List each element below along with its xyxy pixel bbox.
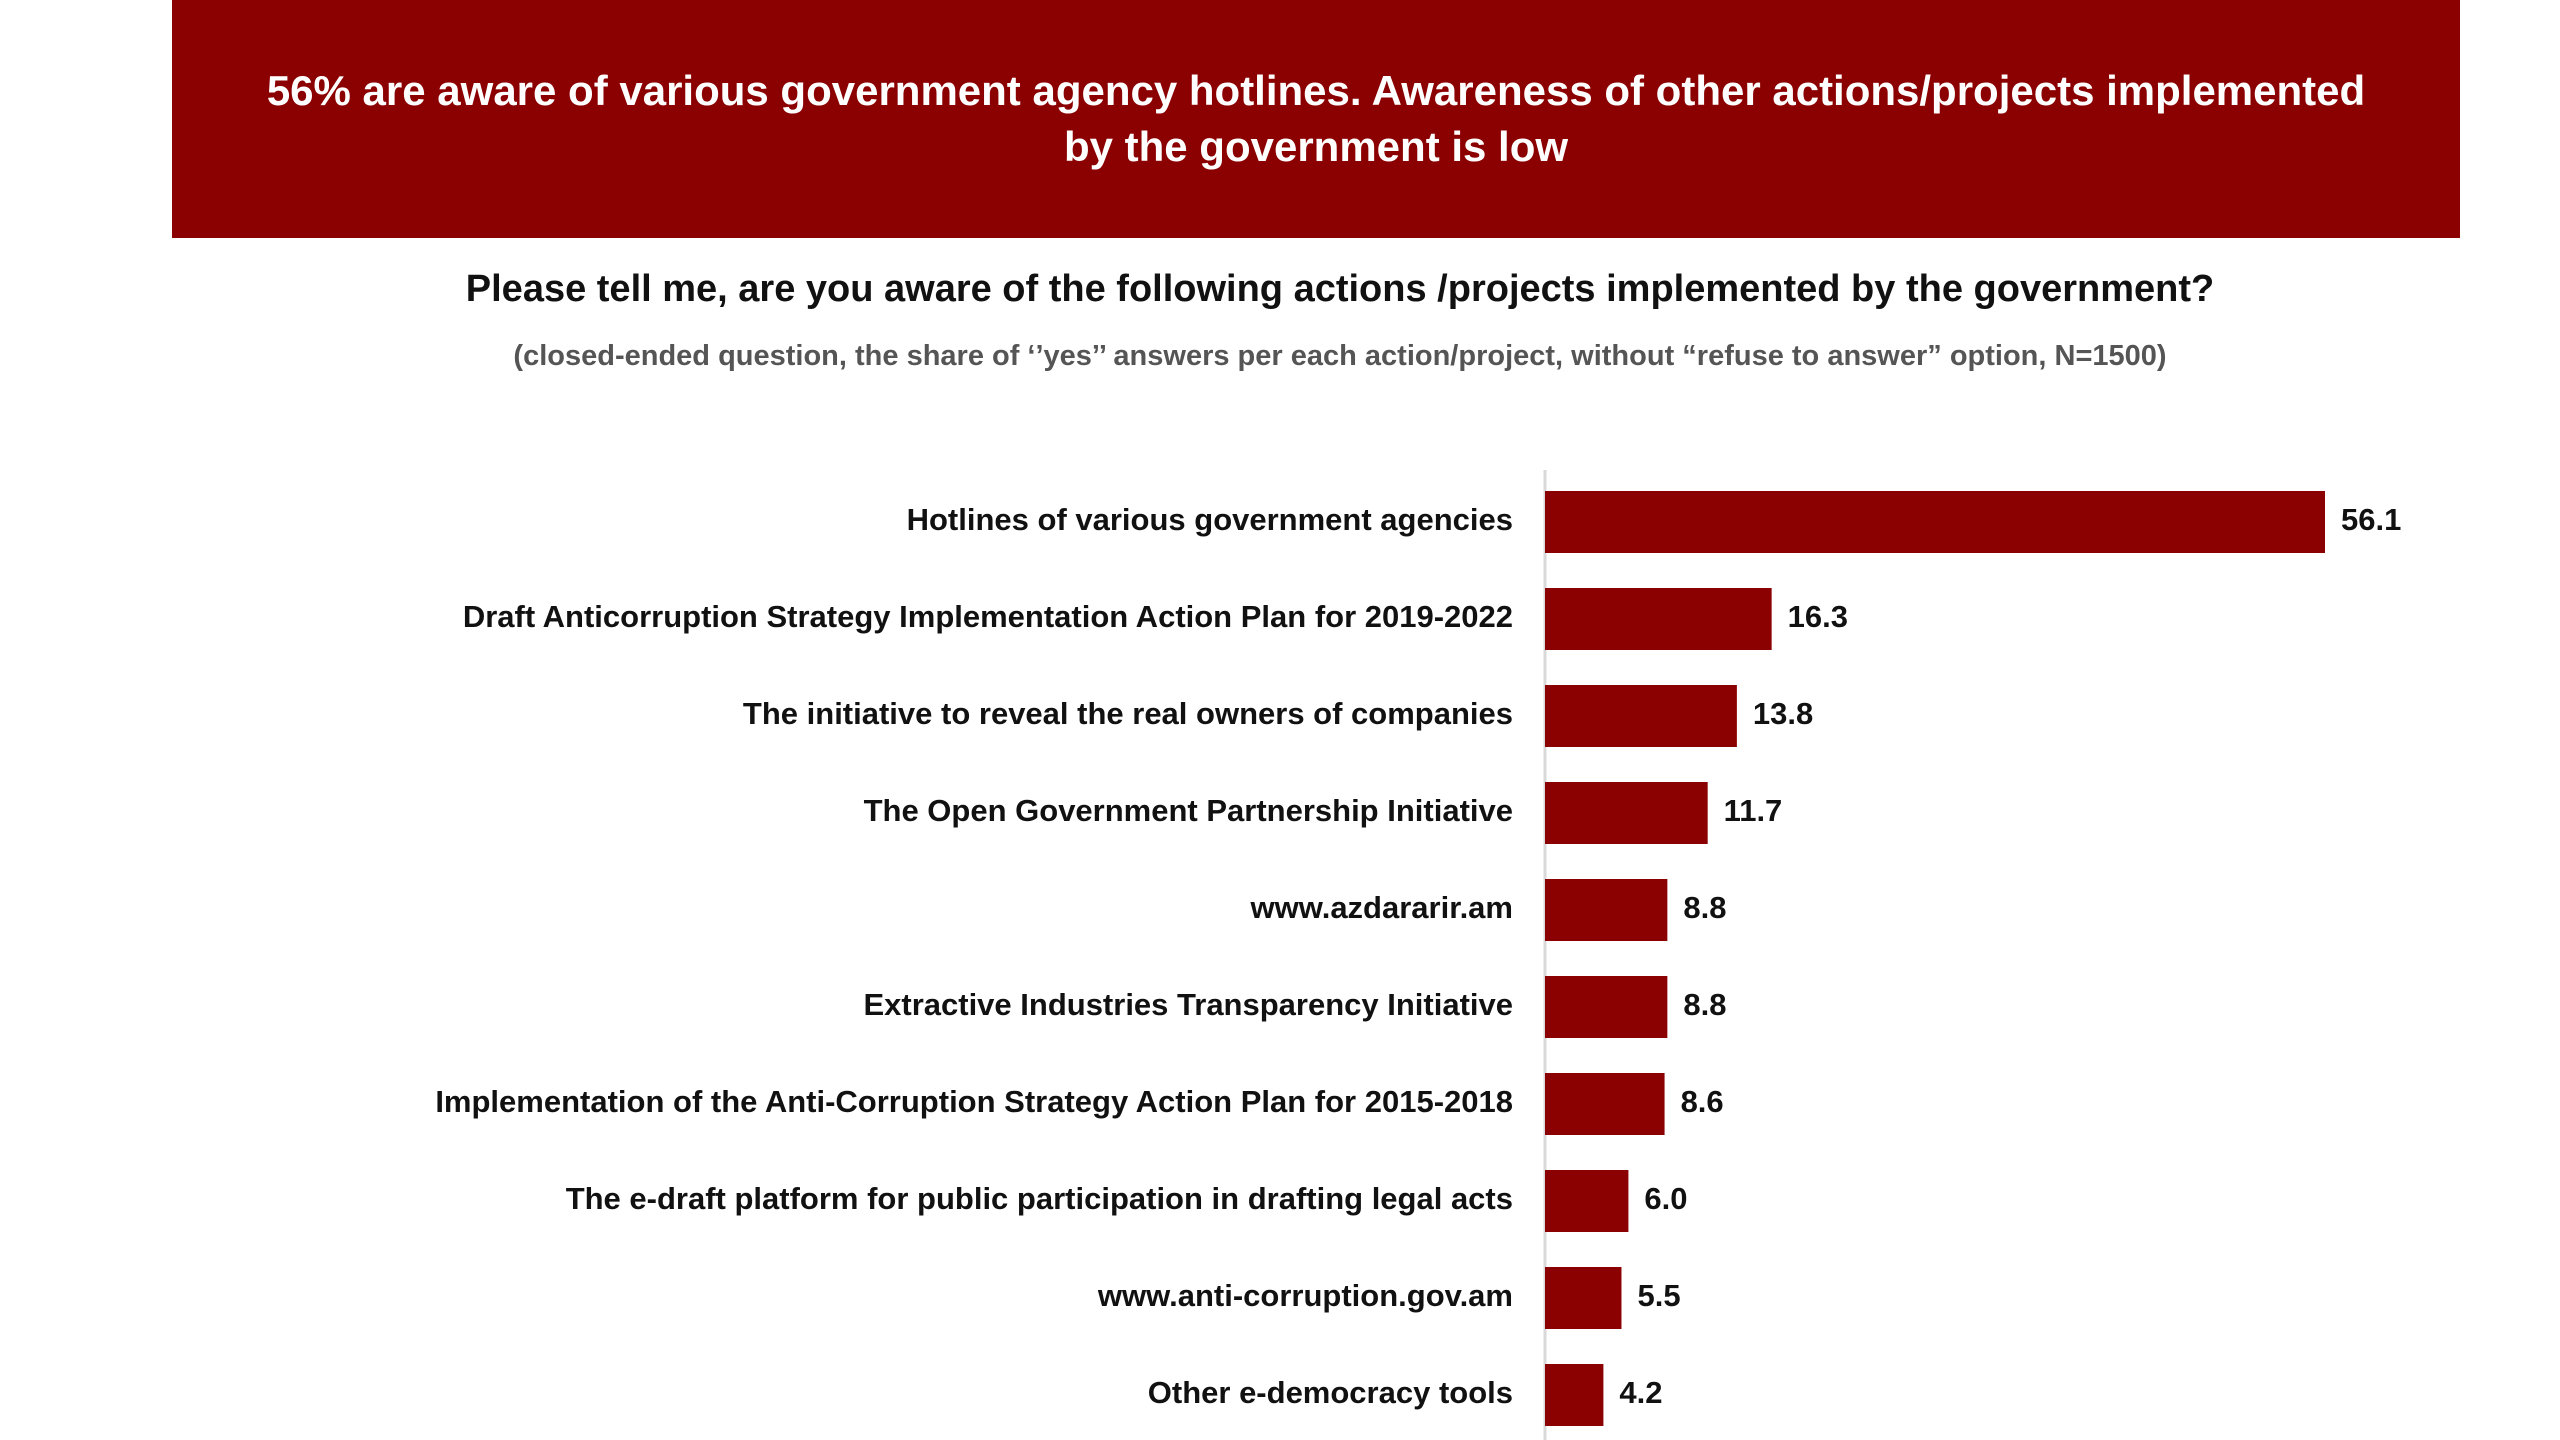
bar-6 (1545, 976, 1668, 1038)
value-label-7: 8.6 (1681, 1084, 1724, 1119)
category-label-3: The initiative to reveal the real owners… (743, 696, 1513, 731)
category-label-5: www.azdararir.am (1250, 890, 1513, 925)
value-label-6: 8.8 (1683, 987, 1726, 1022)
bar-4 (1545, 782, 1708, 844)
category-label-7: Implementation of the Anti-Corruption St… (435, 1084, 1513, 1119)
category-label-4: The Open Government Partnership Initiati… (864, 793, 1513, 828)
value-label-4: 11.7 (1724, 793, 1783, 828)
value-label-10: 4.2 (1619, 1375, 1662, 1410)
value-label-1: 56.1 (2341, 502, 2401, 537)
page-title: 56% are aware of various government agen… (266, 67, 2366, 170)
question-text: Please tell me, are you aware of the fol… (465, 268, 2215, 310)
bar-10 (1545, 1364, 1604, 1426)
category-label-2: Draft Anticorruption Strategy Implementa… (463, 599, 1513, 634)
bar-8 (1545, 1170, 1629, 1232)
value-label-3: 13.8 (1753, 696, 1813, 731)
value-label-5: 8.8 (1683, 890, 1726, 925)
value-label-9: 5.5 (1637, 1278, 1680, 1313)
bar-3 (1545, 685, 1737, 747)
category-label-9: www.anti-corruption.gov.am (1097, 1278, 1513, 1313)
value-label-2: 16.3 (1788, 599, 1848, 634)
question-note: (closed-ended question, the share of ‘’y… (513, 340, 2167, 372)
bar-5 (1545, 879, 1668, 941)
awareness-bar-chart: Hotlines of various government agencies 5… (435, 470, 2401, 1440)
category-label-8: The e-draft platform for public particip… (566, 1181, 1513, 1216)
category-label-1: Hotlines of various government agencies (907, 502, 1513, 537)
value-label-8: 6.0 (1644, 1181, 1687, 1216)
bar-1 (1545, 491, 2325, 553)
bar-7 (1545, 1073, 1665, 1135)
bar-9 (1545, 1267, 1622, 1329)
category-label-6: Extractive Industries Transparency Initi… (863, 987, 1513, 1022)
bar-2 (1545, 588, 1772, 650)
title-banner: 56% are aware of various government agen… (172, 0, 2460, 238)
category-label-10: Other e-democracy tools (1148, 1375, 1513, 1410)
